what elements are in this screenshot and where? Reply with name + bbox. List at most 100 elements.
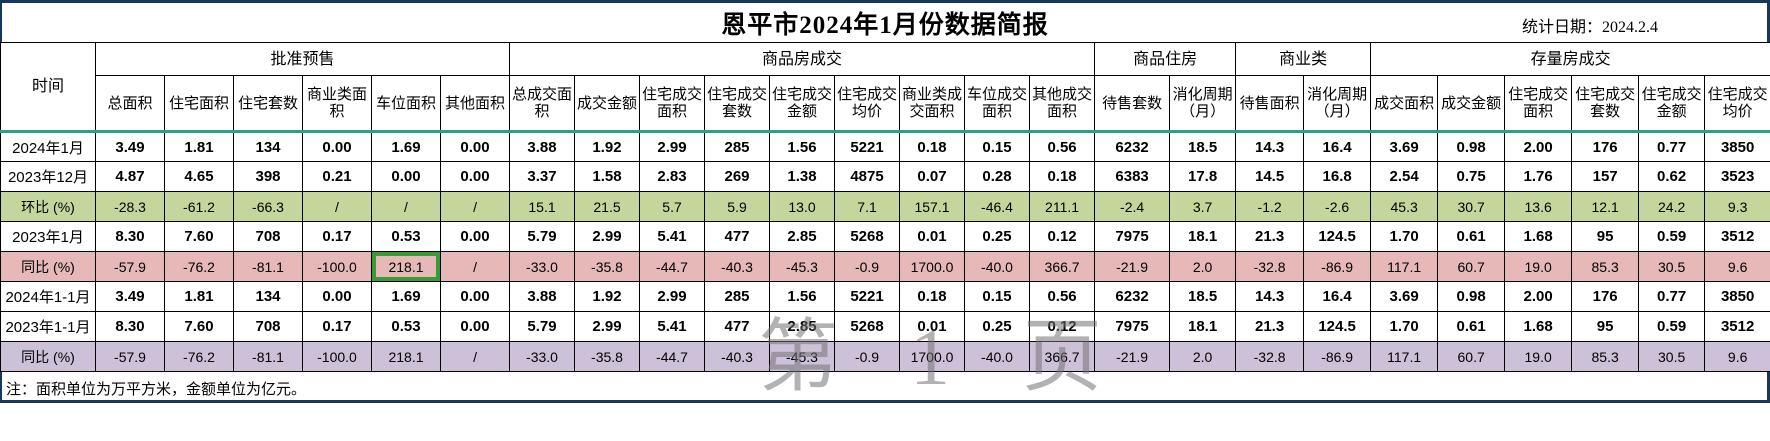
cell[interactable]: 0.00 xyxy=(439,161,511,192)
selected-cell[interactable]: 218.1 xyxy=(371,251,441,282)
sub-header[interactable]: 成交金额 xyxy=(574,75,641,133)
cell[interactable]: 269 xyxy=(704,161,771,192)
sub-header[interactable]: 待售套数 xyxy=(1094,75,1171,133)
cell[interactable]: 0.98 xyxy=(1437,281,1506,312)
cell[interactable]: 8.30 xyxy=(95,221,165,252)
cell[interactable]: 14.5 xyxy=(1235,161,1305,192)
cell[interactable]: 18.1 xyxy=(1169,221,1237,252)
sub-header[interactable]: 消化周期（月） xyxy=(1169,75,1237,133)
cell[interactable]: -40.3 xyxy=(704,341,771,372)
sub-header[interactable]: 住宅套数 xyxy=(233,75,303,133)
sub-header[interactable]: 住宅成交金额 xyxy=(1638,75,1706,133)
cell[interactable]: 3850 xyxy=(1704,281,1770,312)
cell[interactable]: 1.56 xyxy=(769,281,836,312)
cell[interactable]: 1700.0 xyxy=(899,251,966,282)
cell[interactable]: 5268 xyxy=(834,311,901,342)
cell[interactable]: -46.4 xyxy=(964,191,1031,222)
row-label[interactable]: 环比 (%) xyxy=(0,191,96,222)
cell[interactable]: -100.0 xyxy=(302,251,372,282)
cell[interactable]: 9.3 xyxy=(1704,191,1770,222)
sub-header[interactable]: 住宅成交套数 xyxy=(1571,75,1640,133)
cell[interactable]: 15.1 xyxy=(509,191,576,222)
cell[interactable]: 30.7 xyxy=(1437,191,1506,222)
cell[interactable]: 1.92 xyxy=(574,281,641,312)
group-header-2[interactable]: 商品房成交 xyxy=(509,42,1096,76)
cell[interactable]: 285 xyxy=(704,131,771,162)
cell[interactable]: 18.1 xyxy=(1169,311,1237,342)
cell[interactable]: 0.18 xyxy=(899,281,966,312)
cell[interactable]: 0.62 xyxy=(1638,161,1706,192)
sub-header[interactable]: 总成交面积 xyxy=(509,75,576,133)
row-label[interactable]: 2024年1月 xyxy=(0,131,96,162)
cell[interactable]: 4.65 xyxy=(164,161,234,192)
cell[interactable]: 0.59 xyxy=(1638,311,1706,342)
cell[interactable]: 3.88 xyxy=(509,131,576,162)
cell[interactable]: 6232 xyxy=(1094,281,1171,312)
cell[interactable]: 0.17 xyxy=(302,221,372,252)
cell[interactable]: 1.81 xyxy=(164,281,234,312)
group-header-5[interactable]: 存量房成交 xyxy=(1370,42,1770,76)
sub-header[interactable]: 住宅成交套数 xyxy=(704,75,771,133)
cell[interactable]: 3.37 xyxy=(509,161,576,192)
cell[interactable]: 2.83 xyxy=(639,161,706,192)
cell[interactable]: 14.3 xyxy=(1235,131,1305,162)
cell[interactable]: 0.25 xyxy=(964,221,1031,252)
cell[interactable]: 3523 xyxy=(1704,161,1770,192)
row-label[interactable]: 2023年12月 xyxy=(0,161,96,192)
cell[interactable]: 1.69 xyxy=(371,281,441,312)
cell[interactable]: 6383 xyxy=(1094,161,1171,192)
cell[interactable]: 1.70 xyxy=(1370,221,1439,252)
cell[interactable]: -21.9 xyxy=(1094,341,1171,372)
sub-header[interactable]: 车位面积 xyxy=(371,75,441,133)
cell[interactable]: 176 xyxy=(1571,131,1640,162)
cell[interactable]: 1.92 xyxy=(574,131,641,162)
group-header-3[interactable]: 商品住房 xyxy=(1094,42,1237,76)
cell[interactable]: 117.1 xyxy=(1370,341,1439,372)
cell[interactable]: 24.2 xyxy=(1638,191,1706,222)
cell[interactable]: 3.49 xyxy=(95,131,165,162)
cell[interactable]: 0.07 xyxy=(899,161,966,192)
cell[interactable]: 1.58 xyxy=(574,161,641,192)
cell[interactable]: 134 xyxy=(233,281,303,312)
cell[interactable]: -0.9 xyxy=(834,341,901,372)
cell[interactable]: 12.1 xyxy=(1571,191,1640,222)
cell[interactable]: -32.8 xyxy=(1235,341,1305,372)
cell[interactable]: -0.9 xyxy=(834,251,901,282)
cell[interactable]: 2.99 xyxy=(574,221,641,252)
row-label[interactable]: 2023年1月 xyxy=(0,221,96,252)
cell[interactable]: 3.69 xyxy=(1370,281,1439,312)
cell[interactable]: / xyxy=(439,251,511,282)
cell[interactable]: 285 xyxy=(704,281,771,312)
cell[interactable]: 0.56 xyxy=(1029,131,1096,162)
cell[interactable]: 708 xyxy=(233,221,303,252)
sub-header[interactable]: 住宅成交均价 xyxy=(834,75,901,133)
sub-header[interactable]: 总面积 xyxy=(95,75,165,133)
cell[interactable]: 0.17 xyxy=(302,311,372,342)
cell[interactable]: 18.5 xyxy=(1169,281,1237,312)
sub-header[interactable]: 住宅成交面积 xyxy=(1504,75,1573,133)
cell[interactable]: -21.9 xyxy=(1094,251,1171,282)
cell[interactable]: -76.2 xyxy=(164,341,234,372)
cell[interactable]: 0.01 xyxy=(899,221,966,252)
cell[interactable]: 5.79 xyxy=(509,311,576,342)
cell[interactable]: -81.1 xyxy=(233,341,303,372)
cell[interactable]: 7.60 xyxy=(164,311,234,342)
cell[interactable]: 9.6 xyxy=(1704,341,1770,372)
cell[interactable]: -35.8 xyxy=(574,251,641,282)
cell[interactable]: -44.7 xyxy=(639,251,706,282)
sub-header[interactable]: 消化周期（月） xyxy=(1303,75,1372,133)
cell[interactable]: 0.00 xyxy=(439,131,511,162)
cell[interactable]: 1.68 xyxy=(1504,221,1573,252)
cell[interactable]: 0.53 xyxy=(371,311,441,342)
cell[interactable]: 0.77 xyxy=(1638,131,1706,162)
cell[interactable]: 1.38 xyxy=(769,161,836,192)
cell[interactable]: -33.0 xyxy=(509,341,576,372)
cell[interactable]: 0.98 xyxy=(1437,131,1506,162)
cell[interactable]: 0.00 xyxy=(371,161,441,192)
cell[interactable]: 13.0 xyxy=(769,191,836,222)
cell[interactable]: 21.3 xyxy=(1235,221,1305,252)
cell[interactable]: 2.00 xyxy=(1504,281,1573,312)
cell[interactable]: 3850 xyxy=(1704,131,1770,162)
cell[interactable]: 0.61 xyxy=(1437,311,1506,342)
cell[interactable]: 2.99 xyxy=(574,311,641,342)
